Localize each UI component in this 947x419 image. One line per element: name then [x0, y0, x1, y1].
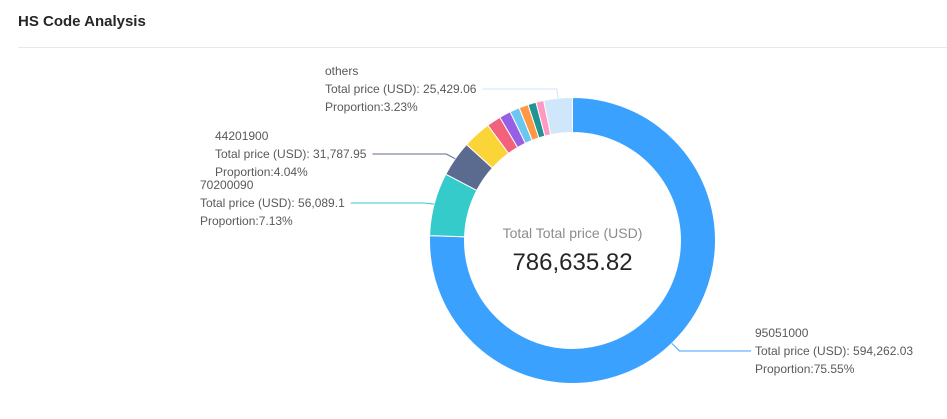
- slice-label-price-prefix: Total price (USD):: [325, 82, 424, 96]
- slice-label-70200090: 70200090 Total price (USD): 56,089.1 Pro…: [200, 176, 345, 230]
- slice-label-price: Total price (USD): 25,429.06: [325, 80, 476, 98]
- slice-label-price-prefix: Total price (USD):: [215, 147, 314, 161]
- slice-label-proportion-value: 4.04%: [273, 165, 308, 179]
- slice-label-price-prefix: Total price (USD):: [755, 344, 854, 358]
- slice-label-price-prefix: Total price (USD):: [200, 196, 299, 210]
- slice-label-proportion-prefix: Proportion:: [200, 214, 259, 228]
- slice-label-proportion: Proportion:7.13%: [200, 212, 293, 230]
- slice-label-proportion-value: 75.55%: [813, 362, 855, 376]
- slice-label-proportion: Proportion:75.55%: [755, 360, 854, 378]
- leader-line-44201900: [372, 153, 456, 160]
- slice-label-proportion-value: 7.13%: [258, 214, 293, 228]
- donut-center-label: Total Total price (USD): [502, 225, 643, 241]
- slice-label-price: Total price (USD): 594,262.03: [755, 342, 913, 360]
- slice-label-others: others Total price (USD): 25,429.06 Prop…: [325, 62, 476, 116]
- slice-label-price-value: 25,429.06: [423, 82, 477, 96]
- card-title: HS Code Analysis: [18, 13, 146, 30]
- slice-label-44201900: 44201900 Total price (USD): 31,787.95 Pr…: [215, 127, 366, 181]
- slice-label-name: others: [325, 64, 359, 78]
- slice-label-price-value: 31,787.95: [313, 147, 367, 161]
- slice-label-name: 44201900: [215, 129, 269, 143]
- slice-label-name: 95051000: [755, 326, 809, 340]
- slice-label-proportion-prefix: Proportion:: [215, 165, 274, 179]
- slice-label-proportion: Proportion:4.04%: [215, 163, 308, 181]
- slice-label-price: Total price (USD): 31,787.95: [215, 145, 366, 163]
- donut-center-value: 786,635.82: [512, 249, 633, 276]
- slice-label-price-value: 594,262.03: [853, 344, 914, 358]
- slice-label-proportion: Proportion:3.23%: [325, 98, 418, 116]
- slice-label-price: Total price (USD): 56,089.1: [200, 194, 345, 212]
- card-header: HS Code Analysis: [0, 0, 947, 47]
- donut-slices: [429, 96, 716, 384]
- slice-label-proportion-prefix: Proportion:: [325, 100, 384, 114]
- slice-label-name: 70200090: [200, 178, 254, 192]
- slice-label-95051000: 95051000 Total price (USD): 594,262.03 P…: [755, 324, 913, 378]
- leader-line-others: [482, 88, 559, 99]
- donut-slice-95051000[interactable]: [429, 96, 716, 384]
- slice-label-proportion-prefix: Proportion:: [755, 362, 814, 376]
- leader-line-95051000: [671, 342, 751, 352]
- leader-line-70200090: [350, 202, 435, 205]
- donut-slice-others[interactable]: [543, 96, 573, 136]
- leader-lines: [350, 88, 751, 352]
- header-divider: [18, 47, 947, 48]
- slice-label-price-value: 56,089.1: [298, 196, 345, 210]
- slice-label-proportion-value: 3.23%: [383, 100, 418, 114]
